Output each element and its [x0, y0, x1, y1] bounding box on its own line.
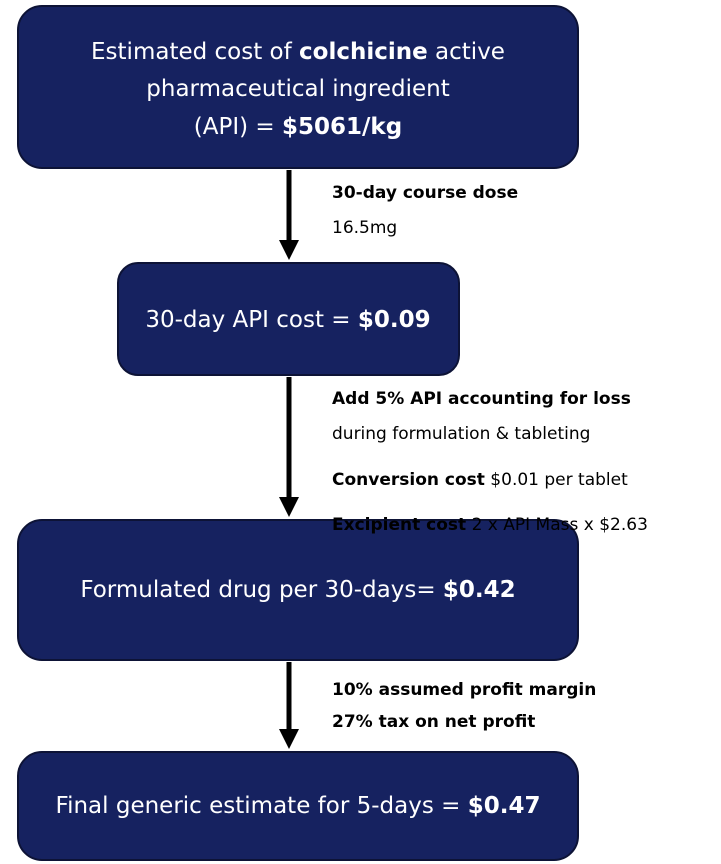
- annotation-text: Excipient cost 2 x API Mass x $2.63: [332, 515, 648, 535]
- box-text: (API) = $5061/kg: [194, 114, 402, 140]
- box-text: Final generic estimate for 5-days = $0.4…: [56, 793, 541, 819]
- text-segment: Estimated cost of: [91, 39, 299, 65]
- text-segment: 30-day course dose: [332, 183, 518, 203]
- annotation-text: 10% assumed profit margin: [332, 680, 596, 700]
- text-segment: Excipient cost: [332, 515, 466, 535]
- text-segment: colchicine: [299, 39, 428, 65]
- text-segment: during formulation & tableting: [332, 424, 590, 444]
- text-segment: $5061/kg: [282, 114, 402, 140]
- box-text: Formulated drug per 30-days= $0.42: [80, 577, 515, 603]
- text-segment: $0.09: [358, 307, 431, 333]
- box-text: pharmaceutical ingredient: [146, 76, 449, 102]
- text-segment: 2 x API Mass x $2.63: [466, 515, 648, 535]
- text-segment: $0.47: [468, 793, 541, 819]
- text-segment: $0.01 per tablet: [485, 470, 628, 490]
- box: [17, 519, 579, 661]
- box-text: Estimated cost of colchicine active: [91, 39, 505, 65]
- annotation-text: during formulation & tableting: [332, 424, 590, 444]
- box: [17, 5, 579, 169]
- annotation-text: 30-day course dose: [332, 183, 518, 203]
- text-segment: (API) =: [194, 114, 282, 140]
- text-segment: Conversion cost: [332, 470, 485, 490]
- annotation-text: 16.5mg: [332, 218, 397, 238]
- text-segment: 30-day API cost =: [145, 307, 358, 333]
- text-segment: active: [428, 39, 505, 65]
- text-segment: 27% tax on net profit: [332, 712, 535, 732]
- annotation-text: Add 5% API accounting for loss: [332, 389, 631, 409]
- text-segment: Formulated drug per 30-days=: [80, 577, 443, 603]
- text-segment: $0.42: [443, 577, 516, 603]
- text-segment: 10% assumed profit margin: [332, 680, 596, 700]
- annotation-text: 27% tax on net profit: [332, 712, 535, 732]
- box: [17, 751, 579, 861]
- text-segment: Add 5% API accounting for loss: [332, 389, 631, 409]
- box: [117, 262, 460, 376]
- text-segment: 16.5mg: [332, 218, 397, 238]
- annotation-text: Conversion cost $0.01 per tablet: [332, 470, 628, 490]
- text-segment: pharmaceutical ingredient: [146, 76, 449, 102]
- box-text: 30-day API cost = $0.09: [145, 307, 430, 333]
- text-segment: Final generic estimate for 5-days =: [56, 793, 468, 819]
